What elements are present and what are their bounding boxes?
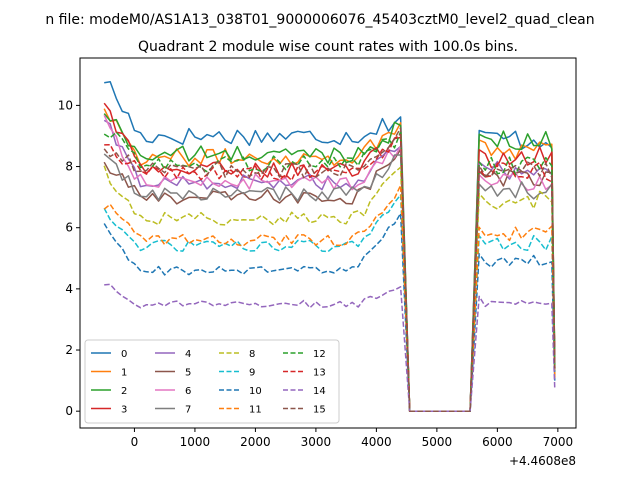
legend-label: 4 xyxy=(185,349,191,360)
x-tick-label: 6000 xyxy=(482,435,513,449)
legend-box xyxy=(84,339,340,424)
series-line-2 xyxy=(103,113,556,412)
x-tick-label: 5000 xyxy=(422,435,453,449)
legend-label: 11 xyxy=(249,405,262,416)
x-tick-label: 4000 xyxy=(361,435,392,449)
chart-title: Quadrant 2 module wise count rates with … xyxy=(138,39,518,55)
legend-label: 14 xyxy=(313,386,326,397)
legend-label: 9 xyxy=(249,368,255,379)
x-tick-label: 0 xyxy=(131,435,139,449)
series-line-12 xyxy=(103,131,556,412)
plot-area xyxy=(103,80,556,412)
series-line-8 xyxy=(103,165,556,412)
series-line-0 xyxy=(104,80,556,412)
legend-label: 6 xyxy=(185,386,191,397)
legend-label: 5 xyxy=(185,368,191,379)
legend-label: 8 xyxy=(249,349,255,360)
legend-label: 10 xyxy=(249,386,262,397)
x-tick-label: 1000 xyxy=(180,435,211,449)
x-tick-label: 3000 xyxy=(301,435,332,449)
legend-label: 12 xyxy=(313,349,326,360)
legend-label: 0 xyxy=(121,349,127,360)
x-tick-label: 7000 xyxy=(543,435,574,449)
legend-label: 13 xyxy=(313,368,326,379)
series-line-11 xyxy=(103,184,556,412)
y-tick-label: 6 xyxy=(65,221,73,235)
figure-suptitle: n file: modeM0/AS1A13_038T01_9000006076_… xyxy=(45,12,594,28)
legend-label: 1 xyxy=(121,368,127,379)
series-line-6 xyxy=(103,114,556,412)
series-line-9 xyxy=(103,194,556,412)
plot-frame xyxy=(79,57,577,429)
y-tick-label: 10 xyxy=(58,98,73,112)
legend-label: 7 xyxy=(185,405,191,416)
x-offset-label: +4.4608e8 xyxy=(509,454,576,468)
y-tick-label: 2 xyxy=(65,343,73,357)
series-line-14 xyxy=(104,283,556,412)
series-line-1 xyxy=(103,108,556,412)
series-line-5 xyxy=(103,148,556,412)
legend-label: 3 xyxy=(121,405,127,416)
y-tick-label: 0 xyxy=(65,404,73,418)
legend-label: 15 xyxy=(313,405,326,416)
legend-label: 2 xyxy=(121,386,127,397)
series-line-7 xyxy=(103,153,556,412)
series-line-10 xyxy=(103,212,556,412)
y-tick-label: 8 xyxy=(65,160,73,174)
series-line-15 xyxy=(103,127,556,412)
x-tick-label: 2000 xyxy=(240,435,271,449)
y-tick-label: 4 xyxy=(65,282,73,296)
